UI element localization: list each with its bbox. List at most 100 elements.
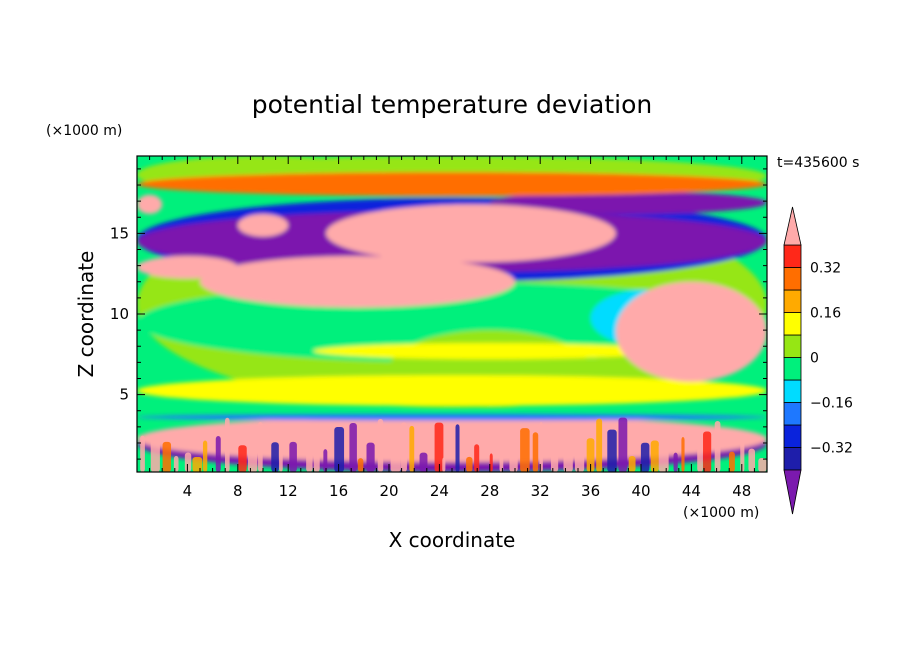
colorbar-label: 0 [810, 351, 819, 367]
colorbar-box [783, 379, 802, 403]
convective-cell [640, 442, 650, 472]
convective-cell [628, 455, 636, 472]
convective-cell [650, 440, 659, 472]
convective-cell [247, 444, 258, 472]
y-unit-label: (×1000 m) [46, 123, 122, 139]
x-axis-title: X coordinate [389, 528, 516, 552]
contour-details [140, 417, 767, 472]
y-axis: 5 10 15 [110, 168, 767, 460]
colorbar-extend-high [783, 206, 802, 246]
convective-cell [313, 423, 320, 472]
convective-cell [658, 443, 669, 472]
convective-cell [334, 426, 345, 472]
colorbar-extend-low [783, 469, 802, 515]
x-tick-label: 16 [329, 482, 348, 500]
time-label: t=435600 s [777, 155, 859, 171]
x-tick-label: 12 [279, 482, 298, 500]
convective-cell [419, 452, 428, 472]
convective-cell [225, 417, 230, 472]
contour-region-21 [137, 413, 767, 421]
convective-cell [409, 425, 415, 472]
convective-cell [532, 432, 539, 472]
convective-cell [323, 449, 328, 472]
contour-fields [137, 156, 767, 472]
convective-cell [703, 431, 712, 472]
x-axis: 4 8 12 16 20 24 28 32 36 40 44 48 [149, 156, 755, 500]
colorbar-label: −0.16 [810, 396, 853, 412]
convective-cell [509, 441, 518, 472]
colorbar-label: 0.32 [810, 261, 841, 277]
colorbar-label: −0.32 [810, 441, 853, 457]
convective-cell [173, 455, 179, 472]
convective-cell [499, 455, 504, 472]
colorbar-box [783, 289, 802, 313]
y-tick-label: 15 [110, 224, 129, 242]
colorbar: 0.32 0.16 0 −0.16 −0.32 [783, 206, 853, 515]
x-unit-label: (×1000 m) [683, 505, 759, 521]
convective-cell [377, 419, 384, 472]
convective-cell [618, 417, 628, 472]
convective-cell [489, 453, 493, 472]
convective-cell [474, 444, 480, 472]
convective-cell [258, 422, 263, 472]
contour-region-10 [489, 191, 767, 215]
colorbar-box [783, 267, 802, 291]
contour-region-12 [200, 255, 515, 308]
convective-cell [162, 441, 172, 472]
x-tick-label: 20 [379, 482, 398, 500]
x-tick-label: 36 [581, 482, 600, 500]
colorbar-box [783, 447, 802, 471]
convective-cell [150, 437, 160, 472]
convective-cell [192, 457, 203, 472]
convective-cell [748, 448, 756, 472]
convective-cell [586, 438, 595, 472]
convective-cell [697, 437, 703, 472]
colorbar-label: 0.16 [810, 306, 841, 322]
convective-cell [550, 446, 559, 472]
contour-region-19 [137, 415, 767, 463]
convective-cell [455, 424, 460, 472]
contour-region-6 [313, 343, 667, 360]
contour-region-13 [326, 204, 616, 263]
contour-region-5 [137, 375, 767, 406]
y-tick-label: 10 [110, 305, 129, 323]
contour-region-14 [237, 214, 289, 237]
x-tick-label: 32 [531, 482, 550, 500]
convective-cell [238, 445, 247, 472]
x-tick-label: 4 [183, 482, 193, 500]
convective-cell [279, 449, 283, 472]
convective-cell [539, 422, 543, 472]
convective-cell [357, 458, 364, 472]
convective-cell [596, 418, 603, 472]
convective-cell [349, 423, 357, 472]
convective-cell [400, 422, 407, 472]
colorbar-box [783, 357, 802, 381]
x-tick-label: 44 [682, 482, 701, 500]
convective-cell [673, 452, 678, 472]
convective-cell [215, 436, 221, 472]
colorbar-box [783, 312, 802, 336]
convective-cell [607, 429, 617, 472]
convective-cell [574, 441, 585, 472]
convective-cell [740, 435, 745, 472]
convective-cell [366, 442, 375, 472]
contour-region-17 [137, 172, 767, 197]
y-axis-title: Z coordinate [74, 251, 98, 378]
colorbar-box [783, 402, 802, 426]
convective-cell [758, 457, 767, 472]
chart-title: potential temperature deviation [252, 90, 652, 119]
convective-cell [728, 451, 735, 472]
colorbar-box [783, 334, 802, 358]
convective-cell [466, 456, 473, 472]
convective-cell [140, 435, 145, 472]
x-tick-label: 28 [480, 482, 499, 500]
convective-cell [306, 445, 313, 472]
contour-region-16 [137, 194, 163, 215]
convective-cell [563, 443, 573, 472]
convective-cell [289, 441, 297, 472]
convective-cell [271, 442, 279, 472]
colorbar-box [783, 244, 802, 268]
convective-cell [520, 428, 530, 472]
convective-cell [442, 457, 446, 472]
